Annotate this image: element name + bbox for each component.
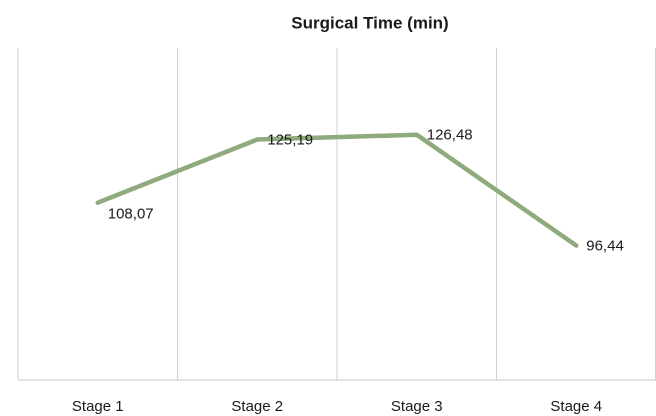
- x-tick-label: Stage 1: [72, 398, 124, 415]
- data-label: 96,44: [586, 238, 624, 255]
- data-label: 125,19: [267, 131, 313, 148]
- x-tick-label: Stage 2: [231, 398, 283, 415]
- chart-title: Surgical Time (min): [291, 13, 448, 32]
- x-tick-label: Stage 4: [550, 398, 602, 415]
- x-tick-label: Stage 3: [391, 398, 443, 415]
- data-label: 108,07: [108, 206, 154, 223]
- data-label: 126,48: [427, 127, 473, 144]
- data-line: [95, 132, 579, 248]
